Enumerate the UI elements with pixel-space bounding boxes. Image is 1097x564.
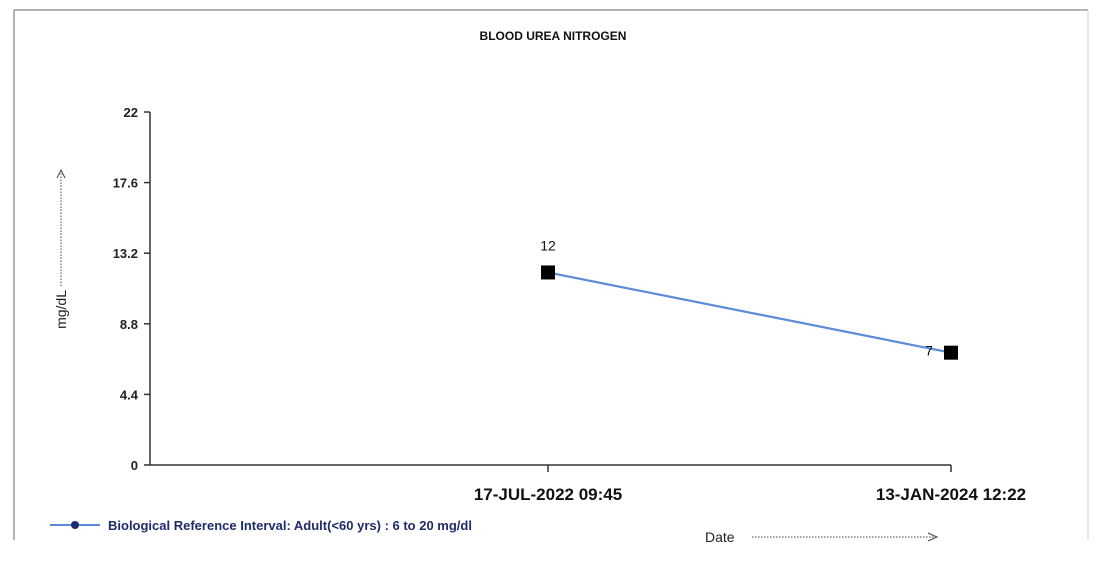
y-tick-label: 0 (131, 458, 138, 473)
y-tick-label: 4.4 (120, 387, 139, 402)
x-axis-title: Date (705, 529, 735, 545)
x-axis-arrowhead-icon (927, 532, 939, 542)
y-axis-title: mg/dL (53, 290, 69, 329)
data-point-marker (541, 265, 555, 280)
data-point-label: 7 (925, 343, 933, 359)
x-axis-title-group: Date (705, 529, 939, 545)
data-point-label: 12 (540, 237, 556, 253)
y-axis-arrowhead-icon (56, 168, 66, 179)
x-tick-label: 17-JUL-2022 09:45 (474, 485, 622, 504)
x-axis-ticks: 17-JUL-2022 09:45 13-JAN-2024 12:22 (474, 465, 1026, 504)
legend: Biological Reference Interval: Adult(<60… (50, 518, 472, 533)
y-tick-label: 13.2 (113, 246, 138, 261)
legend-label: Biological Reference Interval: Adult(<60… (108, 518, 472, 533)
series-line (547, 271, 952, 354)
legend-marker-icon (71, 521, 79, 529)
y-axis-ticks: 0 4.4 8.8 13.2 17.6 22 (113, 105, 150, 473)
x-tick-label: 13-JAN-2024 12:22 (876, 485, 1026, 504)
y-tick-label: 8.8 (120, 317, 138, 332)
chart-title: BLOOD UREA NITROGEN (480, 29, 627, 43)
y-tick-label: 22 (124, 105, 138, 120)
series-group: 12 7 (540, 237, 958, 360)
data-point-marker (944, 345, 958, 360)
y-axis-title-group: mg/dL (53, 168, 69, 329)
y-tick-label: 17.6 (113, 176, 138, 191)
